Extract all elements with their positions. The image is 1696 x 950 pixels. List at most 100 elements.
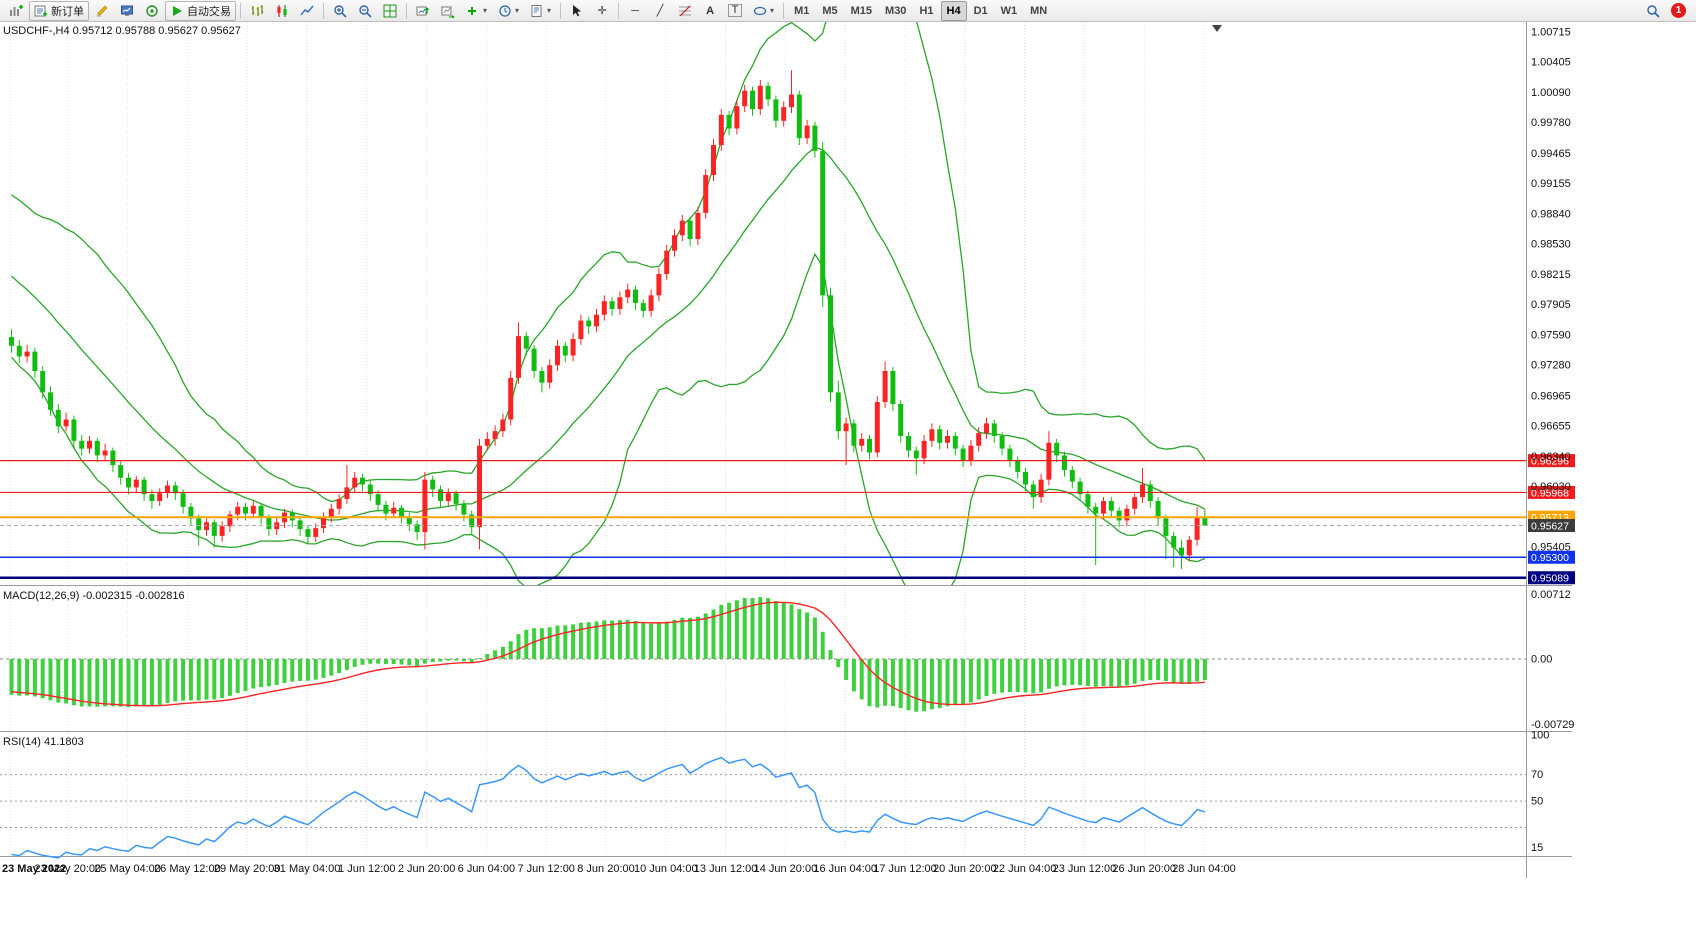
timeframe-m1[interactable]: M1 [788,1,815,21]
add-indicator-icon [468,6,476,15]
time-axis-label: 23 May 2022 [2,863,66,875]
shapes-button[interactable]: ▾ [748,1,779,21]
bar-chart-button[interactable] [245,1,269,21]
price-level-badge [1528,519,1575,533]
label-tool-button[interactable]: T [723,1,747,21]
rsi-scale-label: 70 [1531,769,1543,781]
timeframe-group: M1 M5 M15 M30 H1 H4 D1 W1 MN [788,0,1053,21]
timeframe-h4[interactable]: H4 [940,0,967,21]
notification-badge[interactable]: 1 [1671,3,1686,18]
time-axis-label: 1 Jun 12:00 [338,863,396,875]
price-axis-label: 0.98840 [1531,208,1571,220]
trendline-icon: ╱ [656,5,664,17]
fibonacci-button[interactable] [673,1,697,21]
price-level-badge [1528,454,1575,468]
chart-shift-marker[interactable] [1212,25,1222,32]
timeframe-m30[interactable]: M30 [879,1,912,21]
price-axis-label: 0.97905 [1531,299,1571,311]
horizontal-line-button[interactable]: ─ [623,1,647,21]
text-tool-icon: A [706,4,715,17]
time-axis-label: 14 Jun 20:00 [754,863,818,875]
timeframe-m15[interactable]: M15 [845,1,878,21]
crosshair-button[interactable]: ✛ [590,1,614,21]
tile-grid-icon [383,4,397,17]
macd-signal-line [11,601,1205,707]
indicators-button[interactable]: ▾ [461,1,492,21]
price-axis-label: 0.96655 [1531,420,1571,432]
price-axis-label: 0.96340 [1531,451,1571,463]
zoom-out-button[interactable] [353,1,377,21]
timeframe-w1[interactable]: W1 [995,1,1024,21]
periods-button[interactable]: ▾ [493,1,524,21]
toolbar-separator [618,2,620,19]
chart-shift-icon [441,6,455,18]
price-axis-label: 1.00405 [1531,57,1571,69]
metaeditor-button[interactable] [90,1,114,21]
candle-chart-button[interactable] [270,1,294,21]
timeframe-d1[interactable]: D1 [968,1,994,21]
timeframe-m5[interactable]: M5 [816,1,843,21]
new-chart-button[interactable] [4,1,28,21]
price-axis-label: 0.95405 [1531,542,1571,554]
tile-windows-button[interactable] [378,1,402,21]
timeframe-h1[interactable]: H1 [913,1,939,21]
price-axis: 1.00715 1.00405 1.00090 0.99780 0.99465 0.991… [1531,27,1571,554]
pencil-icon [97,5,108,17]
chart-shift-button[interactable] [436,1,460,21]
price-axis-label: 1.00090 [1531,87,1571,99]
price-level-badge-text: 0.95627 [1531,520,1569,532]
time-axis-label: 10 Jun 04:00 [634,863,698,875]
auto-arrange-button[interactable] [411,1,435,21]
bollinger-bands [11,22,1206,585]
macd-scale-label: 0.00 [1531,654,1552,666]
autotrading-button[interactable]: 自动交易 [165,0,236,21]
macd-scale-label: 0.00712 [1531,589,1571,601]
cursor-button[interactable] [565,1,589,21]
ohlc-bars-icon [251,4,264,16]
timeframe-mn[interactable]: MN [1024,1,1053,21]
time-axis-label: 26 May 12:00 [154,863,221,875]
zoom-in-button[interactable] [328,1,352,21]
chart-background [0,22,1696,945]
time-axis-label: 17 Jun 12:00 [873,863,937,875]
time-axis-label: 20 Jun 20:00 [933,863,997,875]
level-lines[interactable]: 0.962960.959680.957130.956270.953000.950… [0,454,1575,585]
caret-down-icon: ▾ [547,6,552,15]
time-axis-label: 7 Jun 12:00 [517,863,575,875]
chart-window[interactable]: 0.96296 0.95968 0.95713 0.95627 0.95300 0.950… [0,22,1696,945]
zoom-out-icon [359,4,372,18]
caret-down-icon: ▾ [770,6,775,15]
order-ticket-icon [34,5,47,16]
line-chart-icon [300,5,314,15]
rsi-label: RSI(14) 41.1803 [3,736,84,748]
clock-icon [499,4,511,17]
horizontal-line-icon: ─ [631,4,639,17]
text-tool-button[interactable]: A [698,1,722,21]
price-level-badge-text: 0.95089 [1531,573,1569,585]
rsi-scale-label: 50 [1531,796,1543,808]
price-level-badge [1528,571,1575,585]
price-axis-label: 0.99465 [1531,148,1571,160]
rsi-line [11,756,1206,859]
new-order-button[interactable]: 新订单 [29,0,89,21]
market-watch-button[interactable] [115,1,139,21]
chart-title-overlay: USDCHF-,H4 0.95712 0.95788 0.95627 0.956… [3,25,241,37]
price-level-badge [1528,485,1575,499]
search-button[interactable] [1641,1,1665,21]
navigator-button[interactable] [140,1,164,21]
time-axis-label: 23 May 20:00 [34,863,101,875]
price-axis-label: 0.99155 [1531,178,1571,190]
line-chart-button[interactable] [295,1,319,21]
rsi-scale-label: 100 [1531,730,1549,742]
monitor-icon [121,5,133,16]
new-order-label: 新订单 [51,5,84,18]
toolbar-separator [560,2,562,19]
trendline-button[interactable]: ╱ [648,1,672,21]
price-chart-svg[interactable]: 0.962960.959680.957130.956270.953000.950… [0,22,1696,945]
price-axis-label: 0.96965 [1531,390,1571,402]
search-icon [1647,4,1660,18]
rsi-panel: 100 70 50 15 RSI(14) 41.1803 [0,730,1549,859]
chart-plus-icon [10,4,23,16]
templates-button[interactable]: ▾ [525,1,556,21]
